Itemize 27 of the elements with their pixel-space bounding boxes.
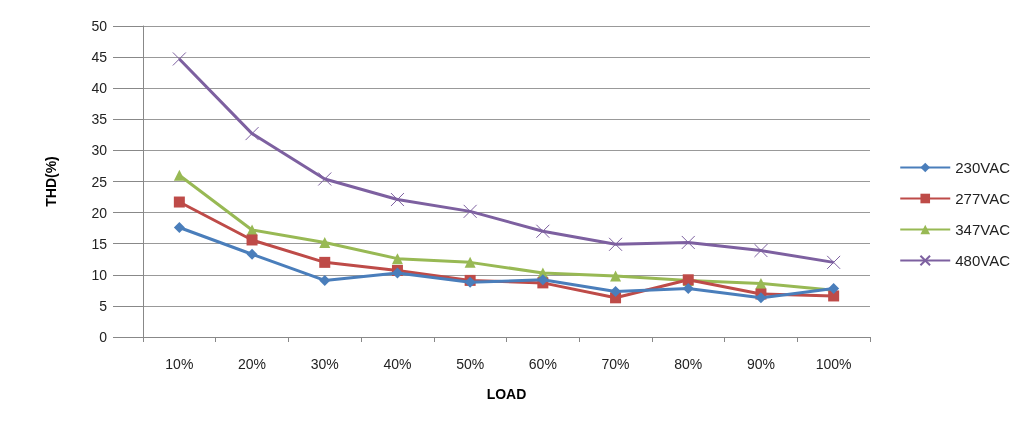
y-tick-label: 20 [91,204,108,221]
x-tick-label: 40% [383,356,412,372]
x-tick-label: 20% [238,356,267,372]
x-tick-label: 100% [815,356,852,372]
legend-label: 277VAC [955,190,1011,207]
y-tick-label: 15 [91,235,108,252]
x-tick-label: 80% [674,356,703,372]
x-tick-label: 10% [165,356,194,372]
y-tick-label: 40 [91,80,108,97]
x-tick-label: 30% [310,356,339,372]
y-axis-title: THD(%) [43,156,59,207]
x-axis-title: LOAD [486,386,527,402]
x-tick-label: 60% [528,356,557,372]
y-tick-label: 10 [91,266,108,283]
legend-label: 480VAC [955,252,1011,269]
legend-label: 230VAC [955,159,1011,176]
y-tick-label: 45 [91,49,108,66]
legend-label: 347VAC [955,221,1011,238]
y-tick-label: 35 [91,111,108,128]
y-tick-label: 5 [99,297,108,314]
y-tick-label: 0 [99,329,108,345]
x-tick-label: 90% [746,356,775,372]
y-tick-label: 25 [91,173,108,190]
y-tick-label: 30 [91,142,108,159]
y-tick-label: 50 [91,18,108,34]
x-tick-label: 50% [456,356,485,372]
x-tick-label: 70% [601,356,630,372]
